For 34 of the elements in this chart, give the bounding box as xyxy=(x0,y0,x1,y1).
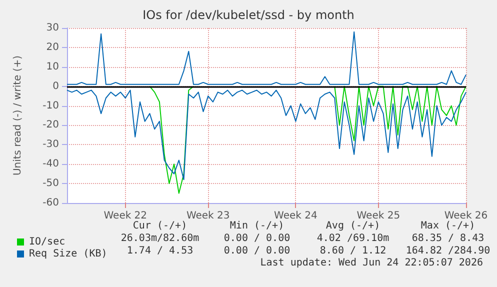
text: Max (-/+) xyxy=(420,220,476,232)
legend-label: IO/sec xyxy=(29,236,66,248)
y-tick-label: 10 xyxy=(46,61,59,72)
text: 0.00 / 0.00 xyxy=(224,233,290,244)
text: 164.82 /284.90 xyxy=(406,246,490,256)
y-tick-label: -30 xyxy=(42,139,59,150)
text: Last update: Wed Jun 24 22:05:07 2026 xyxy=(260,258,483,268)
text: 1.74 / 4.53 xyxy=(126,246,194,256)
line-series xyxy=(66,31,466,85)
y-axis-title: Units read (-) / write (+) xyxy=(12,55,24,176)
legend-label: Req Size (KB) xyxy=(29,248,108,260)
x-tick-label: Week 25 xyxy=(356,210,400,222)
text: 68.35 / 8.43 xyxy=(412,233,484,244)
text: 8.60 / 1.12 xyxy=(320,246,386,256)
chart-title: IOs for /dev/kubelet/ssd - by month xyxy=(142,8,354,22)
y-tick-label: -10 xyxy=(42,100,59,112)
x-tick-label: Week 22 xyxy=(104,210,148,222)
y-tick-label: 20 xyxy=(46,42,59,53)
text: Avg (-/+) xyxy=(326,220,380,232)
text: 0.00 / 0.00 xyxy=(224,246,290,256)
y-tick-label: -40 xyxy=(42,158,59,170)
x-tick-label: Week 26 xyxy=(444,210,488,222)
x-tick-label: Week 24 xyxy=(274,210,318,222)
text: 26.03m/82.60m xyxy=(120,233,200,244)
text: Cur (-/+) xyxy=(132,220,188,232)
y-tick-label: -50 xyxy=(42,178,59,190)
y-tick-label: -20 xyxy=(42,120,59,131)
text: Min (-/+) xyxy=(230,220,284,232)
y-tick-label: -60 xyxy=(42,198,59,208)
text: 4.02 /69.10m xyxy=(316,233,390,244)
x-tick-label: Week 23 xyxy=(186,210,230,222)
y-tick-label: 0 xyxy=(52,80,59,92)
line-series xyxy=(66,90,466,180)
y-tick-label: 30 xyxy=(46,22,59,34)
